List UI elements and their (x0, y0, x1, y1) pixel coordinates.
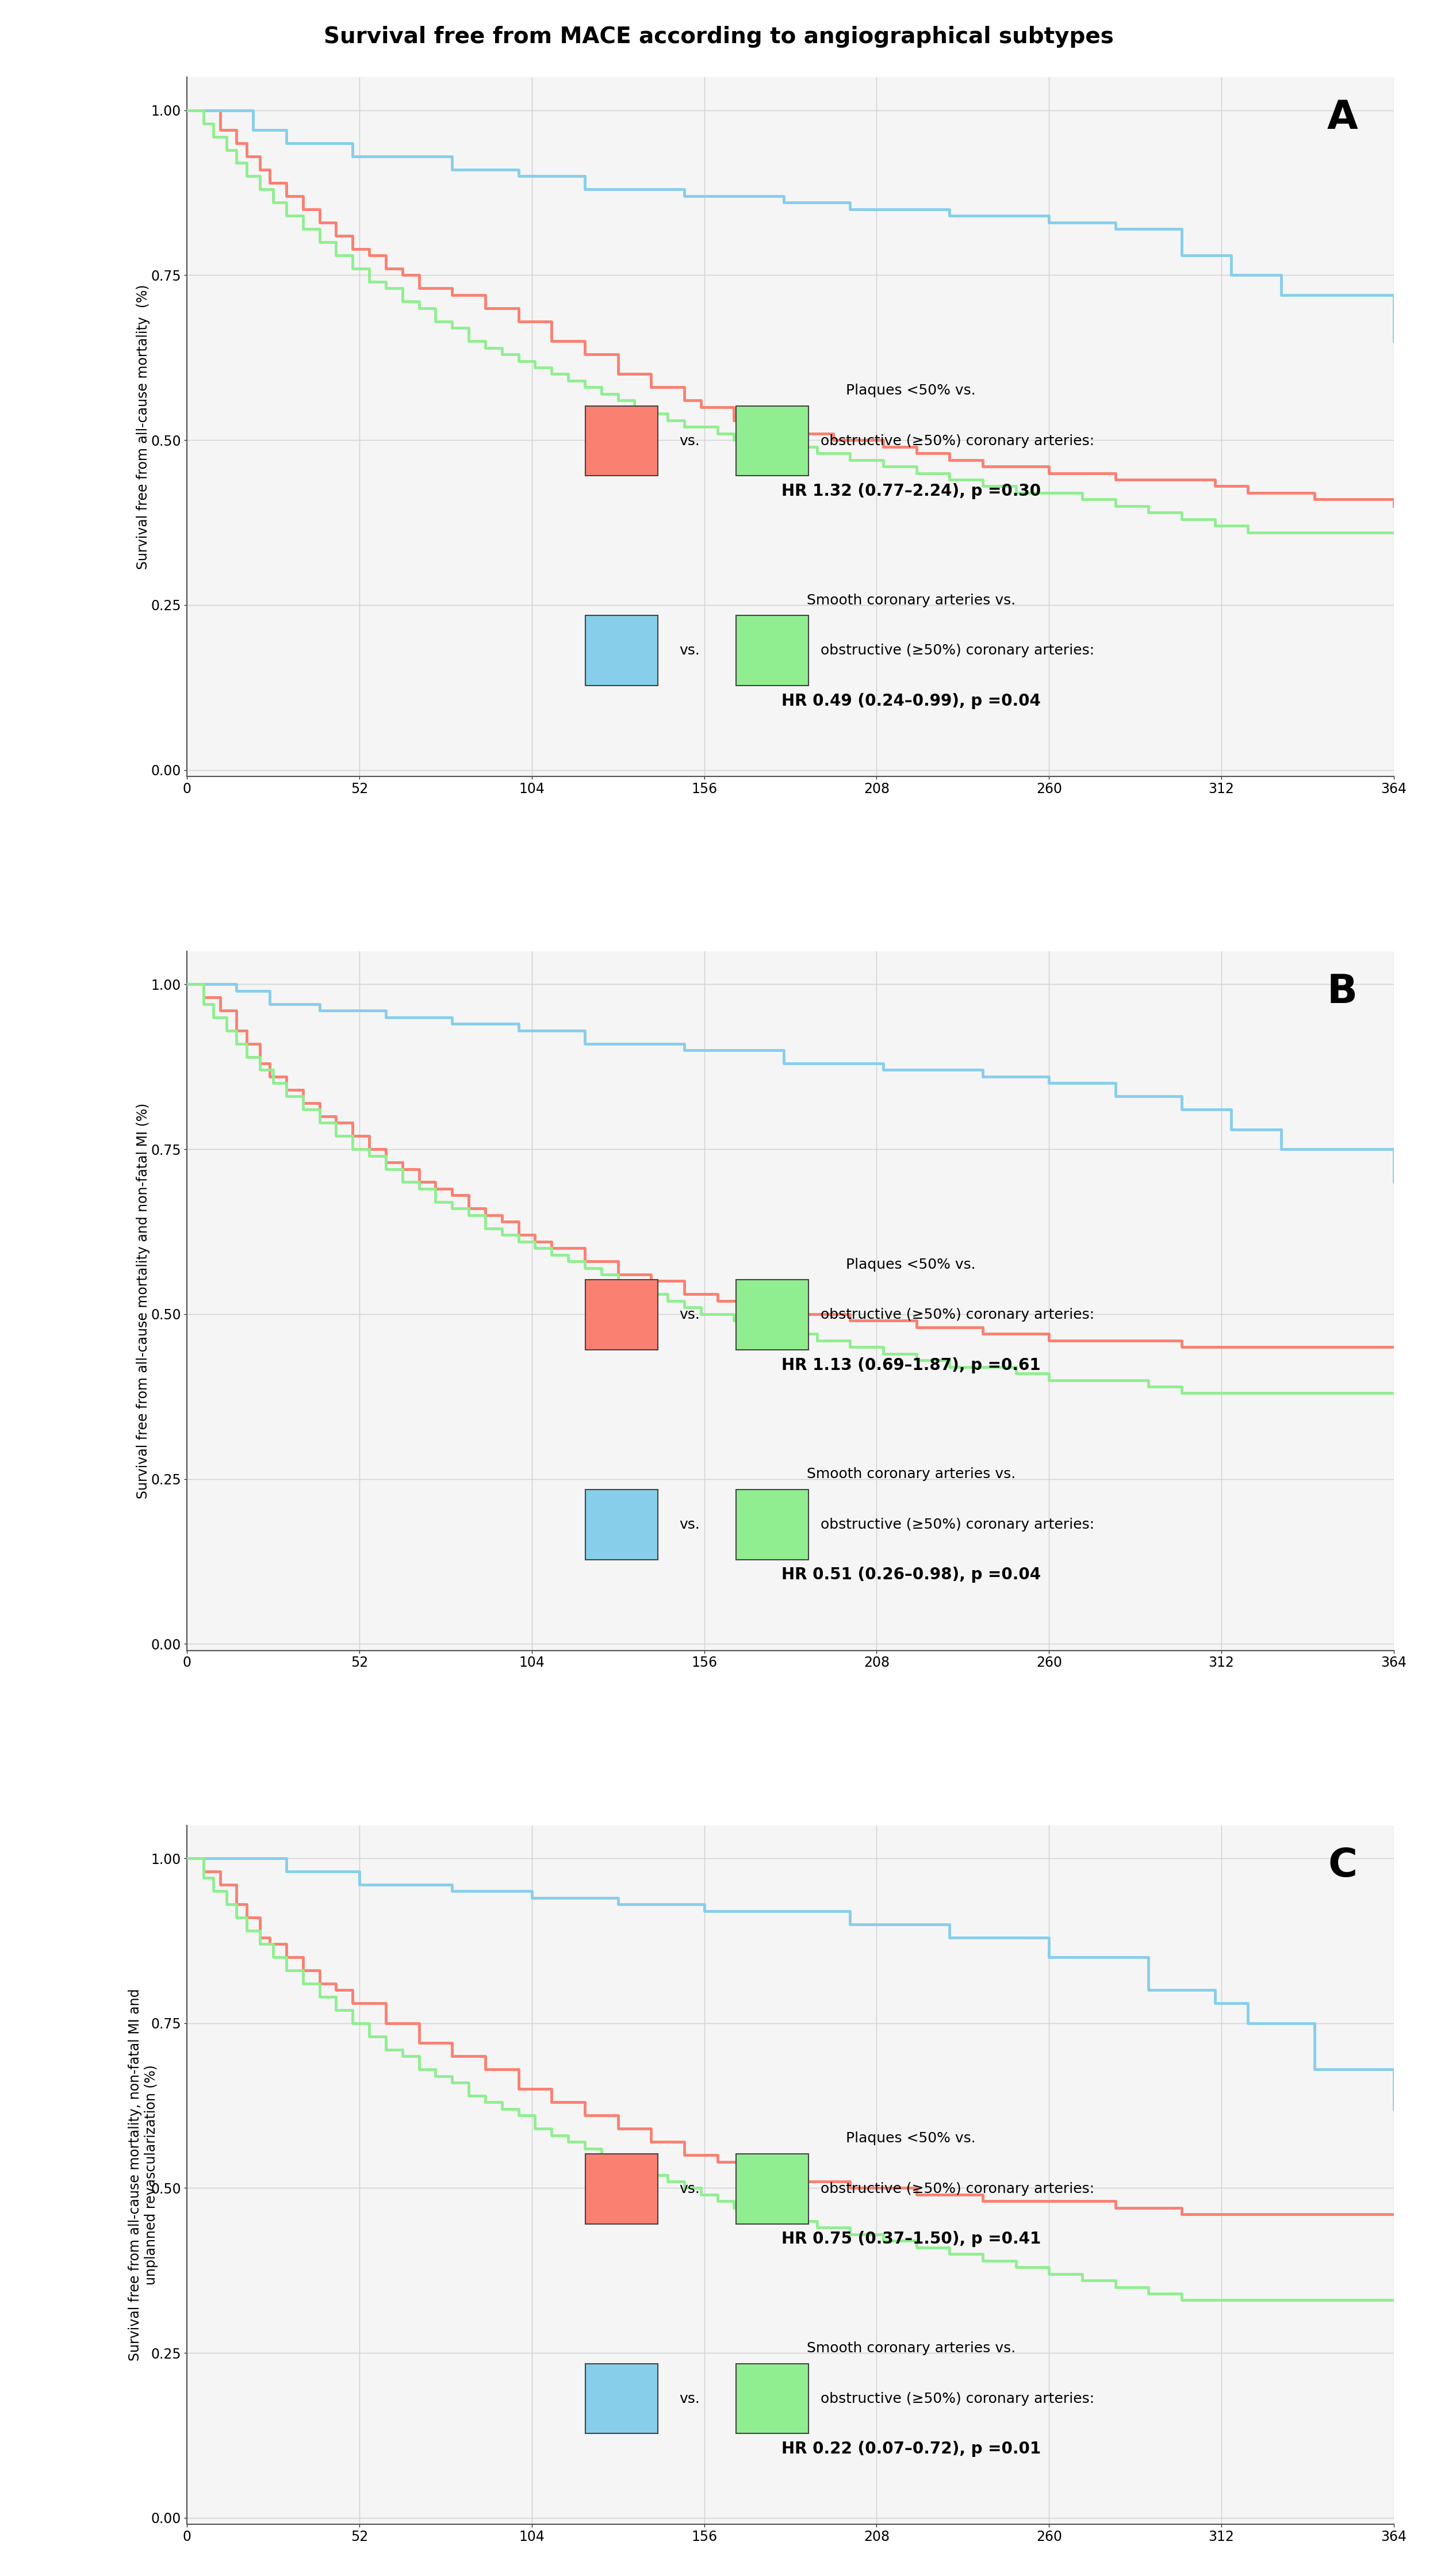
Text: obstructive (≥50%) coronary arteries:: obstructive (≥50%) coronary arteries: (821, 2182, 1095, 2195)
Text: HR 0.49 (0.24–0.99), p =0.04: HR 0.49 (0.24–0.99), p =0.04 (782, 693, 1040, 708)
Text: HR 0.22 (0.07–0.72), p =0.01: HR 0.22 (0.07–0.72), p =0.01 (782, 2442, 1040, 2458)
Text: HR 0.75 (0.37–1.50), p =0.41: HR 0.75 (0.37–1.50), p =0.41 (782, 2231, 1040, 2246)
Text: Smooth coronary arteries vs.: Smooth coronary arteries vs. (806, 592, 1016, 608)
FancyBboxPatch shape (585, 1489, 658, 1558)
FancyBboxPatch shape (736, 1489, 809, 1558)
FancyBboxPatch shape (585, 616, 658, 685)
FancyBboxPatch shape (585, 407, 658, 477)
FancyBboxPatch shape (736, 616, 809, 685)
Text: vs.: vs. (680, 1517, 700, 1533)
Text: C: C (1328, 1847, 1358, 1886)
Y-axis label: Survival free from all-cause mortality  (%): Survival free from all-cause mortality (… (137, 283, 149, 569)
Text: Survival free from MACE according to angiographical subtypes: Survival free from MACE according to ang… (323, 26, 1114, 46)
Text: HR 0.51 (0.26–0.98), p =0.04: HR 0.51 (0.26–0.98), p =0.04 (782, 1566, 1040, 1584)
FancyBboxPatch shape (585, 2365, 658, 2434)
Text: Plaques <50% vs.: Plaques <50% vs. (846, 1257, 976, 1273)
Text: obstructive (≥50%) coronary arteries:: obstructive (≥50%) coronary arteries: (821, 644, 1095, 657)
Text: Smooth coronary arteries vs.: Smooth coronary arteries vs. (806, 2342, 1016, 2354)
Text: vs.: vs. (680, 433, 700, 448)
Text: A: A (1326, 98, 1358, 137)
Text: B: B (1328, 971, 1358, 1010)
Text: Plaques <50% vs.: Plaques <50% vs. (846, 2130, 976, 2146)
Text: obstructive (≥50%) coronary arteries:: obstructive (≥50%) coronary arteries: (821, 1517, 1095, 1533)
Y-axis label: Survival free from all-cause mortality, non-fatal MI and
unplanned revasculariza: Survival free from all-cause mortality, … (128, 1989, 158, 2362)
Text: vs.: vs. (680, 644, 700, 657)
FancyBboxPatch shape (736, 407, 809, 477)
Text: vs.: vs. (680, 2391, 700, 2406)
Text: vs.: vs. (680, 2182, 700, 2195)
Text: Smooth coronary arteries vs.: Smooth coronary arteries vs. (806, 1468, 1016, 1481)
Y-axis label: Survival free from all-cause mortality and non-fatal MI (%): Survival free from all-cause mortality a… (137, 1103, 149, 1499)
FancyBboxPatch shape (585, 2154, 658, 2223)
FancyBboxPatch shape (736, 2365, 809, 2434)
FancyBboxPatch shape (585, 1280, 658, 1350)
Text: obstructive (≥50%) coronary arteries:: obstructive (≥50%) coronary arteries: (821, 2391, 1095, 2406)
Text: HR 1.32 (0.77–2.24), p =0.30: HR 1.32 (0.77–2.24), p =0.30 (782, 484, 1040, 500)
Text: obstructive (≥50%) coronary arteries:: obstructive (≥50%) coronary arteries: (821, 433, 1095, 448)
Text: vs.: vs. (680, 1309, 700, 1321)
Text: obstructive (≥50%) coronary arteries:: obstructive (≥50%) coronary arteries: (821, 1309, 1095, 1321)
Text: HR 1.13 (0.69–1.87), p =0.61: HR 1.13 (0.69–1.87), p =0.61 (782, 1358, 1040, 1373)
FancyBboxPatch shape (736, 1280, 809, 1350)
FancyBboxPatch shape (736, 2154, 809, 2223)
Text: Plaques <50% vs.: Plaques <50% vs. (846, 384, 976, 397)
